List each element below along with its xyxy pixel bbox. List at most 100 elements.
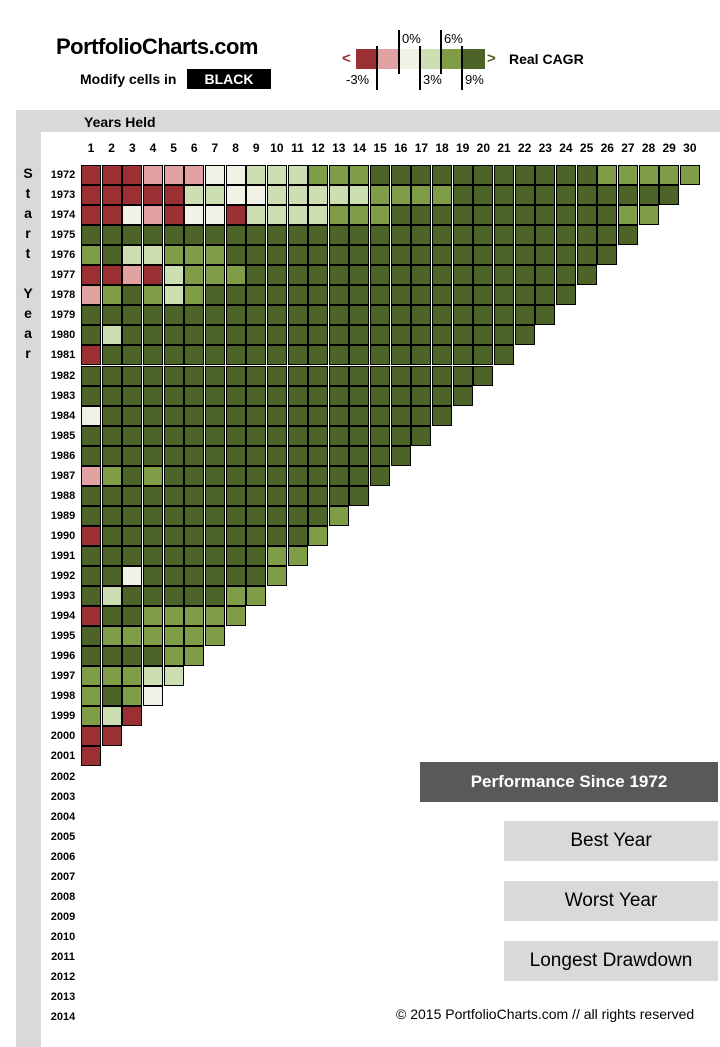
heatmap-cell xyxy=(473,245,494,266)
heatmap-cell xyxy=(163,425,184,446)
row-label: 2002 xyxy=(50,770,76,783)
heatmap-cell xyxy=(81,445,101,466)
heatmap-cell xyxy=(81,165,101,185)
heatmap-cell xyxy=(411,325,432,346)
heatmap-cell xyxy=(184,225,205,246)
heatmap-cell xyxy=(349,405,370,426)
heatmap-cell xyxy=(163,525,184,546)
heatmap-cell xyxy=(266,345,287,366)
heatmap-cell xyxy=(81,626,101,647)
heatmap-cell xyxy=(122,245,143,266)
heatmap-cell xyxy=(287,245,308,266)
heatmap-cell xyxy=(473,305,494,326)
heatmap-cell xyxy=(411,245,432,266)
heatmap-cell xyxy=(122,425,143,446)
row-label: 1979 xyxy=(50,309,76,322)
heatmap-cell xyxy=(452,365,473,386)
heatmap-cell xyxy=(514,225,535,246)
heatmap-cell xyxy=(390,185,411,206)
heatmap-cell xyxy=(287,345,308,366)
row-label: 1984 xyxy=(50,409,76,422)
y-axis-letter: Y xyxy=(23,285,33,301)
heatmap-cell xyxy=(370,225,391,246)
heatmap-cell xyxy=(390,265,411,286)
heatmap-cell xyxy=(494,165,514,185)
heatmap-cell xyxy=(101,205,122,226)
heatmap-cell xyxy=(390,365,411,386)
heatmap-cell xyxy=(163,185,184,206)
heatmap-cell xyxy=(101,245,122,266)
heatmap-cell xyxy=(390,245,411,266)
heatmap-cell xyxy=(576,165,597,185)
heatmap-cell xyxy=(163,586,184,607)
heatmap-cell xyxy=(349,445,370,466)
heatmap-cell xyxy=(328,285,349,306)
heatmap-cell xyxy=(370,185,391,206)
y-axis-letter: r xyxy=(25,345,31,361)
heatmap-cell xyxy=(266,405,287,426)
heatmap-cell xyxy=(349,465,370,486)
heatmap-cell xyxy=(142,385,163,406)
heatmap-cell xyxy=(225,385,246,406)
heatmap-cell xyxy=(287,285,308,306)
heatmap-cell xyxy=(142,325,163,346)
heatmap-cell xyxy=(122,325,143,346)
heatmap-cell xyxy=(184,425,205,446)
heatmap-cell xyxy=(101,385,122,406)
heatmap-cell xyxy=(246,325,267,346)
heatmap-cell xyxy=(81,265,101,286)
heatmap-cell xyxy=(163,385,184,406)
heatmap-cell xyxy=(390,305,411,326)
heatmap-cell xyxy=(101,285,122,306)
heatmap-cell xyxy=(81,746,101,767)
heatmap-cell xyxy=(452,345,473,366)
heatmap-cell xyxy=(535,265,556,286)
heatmap-cell xyxy=(328,185,349,206)
heatmap-cell xyxy=(142,265,163,286)
heatmap-cell xyxy=(328,225,349,246)
heatmap-cell xyxy=(101,566,122,586)
row-label: 1983 xyxy=(50,389,76,402)
heatmap-cell xyxy=(184,165,205,185)
heatmap-cell xyxy=(225,345,246,366)
heatmap-cell xyxy=(287,265,308,286)
row-label: 1991 xyxy=(50,549,76,562)
heatmap-cell xyxy=(142,205,163,226)
heatmap-cell xyxy=(122,545,143,566)
heatmap-cell xyxy=(390,165,411,185)
perf-best-value: 39.5% xyxy=(436,831,488,851)
heatmap-cell xyxy=(101,265,122,286)
heatmap-cell xyxy=(328,245,349,266)
heatmap-cell xyxy=(514,205,535,226)
heatmap-cell xyxy=(204,626,225,647)
heatmap-cell xyxy=(370,205,391,226)
legend-swatch xyxy=(442,49,461,69)
heatmap-cell xyxy=(122,525,143,546)
heatmap-cell xyxy=(287,525,308,546)
heatmap-cell xyxy=(122,365,143,386)
row-label: 1988 xyxy=(50,489,76,502)
heatmap-cell xyxy=(432,165,453,185)
heatmap-cell xyxy=(452,325,473,346)
legend-line-0 xyxy=(398,30,400,74)
heatmap-cell xyxy=(225,285,246,306)
modify-badge: BLACK xyxy=(187,69,271,89)
heatmap-cell xyxy=(328,445,349,466)
heatmap-cell xyxy=(452,165,473,185)
heatmap-cell xyxy=(432,245,453,266)
heatmap-cell xyxy=(142,345,163,366)
heatmap-cell xyxy=(246,445,267,466)
heatmap-cell xyxy=(514,245,535,266)
heatmap-cell xyxy=(597,225,618,246)
heatmap-cell xyxy=(204,305,225,326)
column-label: 21 xyxy=(497,141,511,155)
column-label: 19 xyxy=(456,141,470,155)
heatmap-cell xyxy=(287,545,308,566)
heatmap-cell xyxy=(204,265,225,286)
heatmap-cell xyxy=(225,465,246,486)
heatmap-cell xyxy=(370,425,391,446)
y-axis-letter: t xyxy=(25,245,31,261)
heatmap-cell xyxy=(432,185,453,206)
heatmap-cell xyxy=(204,485,225,506)
heatmap-cell xyxy=(225,225,246,246)
